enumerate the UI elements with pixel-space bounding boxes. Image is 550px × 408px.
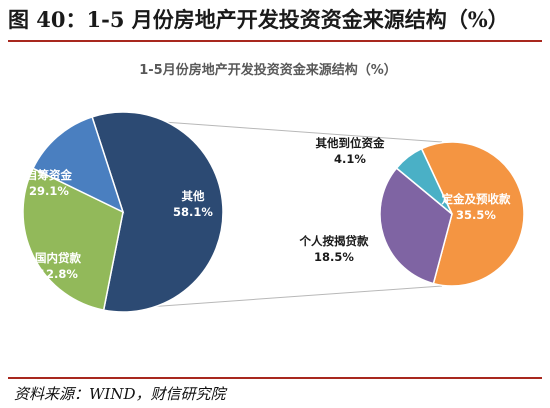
main-pie: [22, 111, 224, 313]
sub-mortgage-name-label: 个人按揭贷款: [299, 234, 369, 248]
sub-other-funds-value-label: 4.1%: [334, 152, 366, 166]
sub-deposits-value-label: 35.5%: [456, 208, 496, 222]
secondary-pie-slice-0: [420, 141, 525, 287]
secondary-pie: [379, 141, 525, 287]
sub-other-funds-name-label: 其他到位资金: [316, 136, 385, 150]
data-labels: 其他 58.1% 自筹资金 29.1% 国内贷款 12.8% 定金及预收款 35.5% 个人按揭…: [26, 136, 511, 281]
figure-title: 图 40：1-5 月份房地产开发投资资金来源结构（%）: [8, 7, 509, 32]
main-self-raised-value-label: 29.1%: [29, 184, 69, 198]
source-note: 资料来源：WIND，财信研究院: [14, 385, 226, 403]
main-pie-slice-2: [32, 115, 125, 214]
source-rule: [8, 377, 542, 379]
main-pie-slice-0: [91, 111, 224, 313]
sub-deposits-name-label: 定金及预收款: [442, 192, 511, 206]
main-domestic-loan-name-label: 国内贷款: [35, 251, 81, 265]
main-other-name-label: 其他: [182, 189, 205, 203]
secondary-pie-slice-2: [395, 147, 453, 215]
main-other-value-label: 58.1%: [173, 205, 213, 219]
pie-of-pie-chart: 1-5月份房地产开发投资资金来源结构（%） 其他 58.1% 自筹资金 29.1% 国内…: [22, 62, 525, 313]
chart-title: 1-5月份房地产开发投资资金来源结构（%）: [139, 62, 397, 78]
connector-line-bottom: [103, 285, 443, 311]
secondary-pie-slice-1: [379, 167, 453, 285]
main-pie-slice-1: [22, 167, 124, 311]
main-domestic-loan-value-label: 12.8%: [38, 267, 78, 281]
sub-mortgage-value-label: 18.5%: [314, 250, 354, 264]
title-rule: [8, 40, 542, 42]
main-self-raised-name-label: 自筹资金: [26, 168, 72, 182]
